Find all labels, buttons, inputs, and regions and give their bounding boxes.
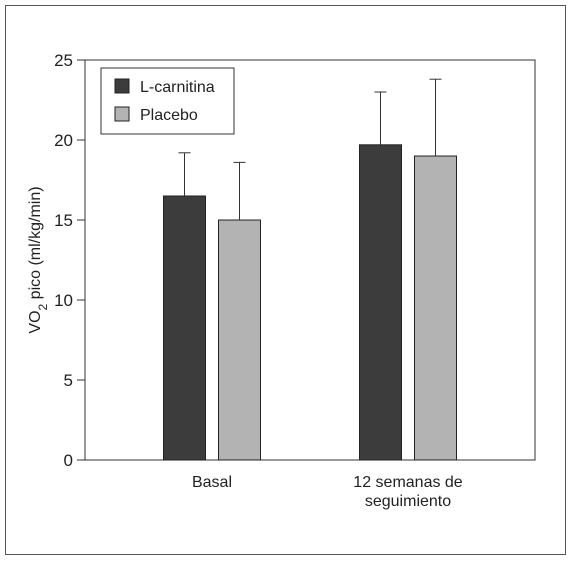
y-tick-label-0: 0 (64, 451, 73, 470)
legend-swatch-placebo (114, 106, 130, 122)
y-axis-title: VO2 pico (ml/kg/min) (27, 186, 50, 333)
x-category-label-0: Basal (192, 474, 232, 491)
y-tick-label-20: 20 (54, 131, 73, 150)
legend-swatch-l-carnitina (114, 78, 130, 94)
legend-box (100, 67, 235, 135)
legend: L-carnitina Placebo (100, 67, 235, 135)
y-axis: 0 5 10 15 20 25 (54, 51, 85, 470)
bar-placebo-1 (414, 155, 457, 461)
legend-label-l-carnitina: L-carnitina (140, 79, 215, 96)
x-category-label-1: 12 semanas de seguimiento (353, 474, 463, 510)
legend-label-placebo: Placebo (140, 107, 198, 124)
bar-l-carnitina-0 (163, 195, 206, 461)
bar-l-carnitina-1 (359, 144, 402, 461)
x-axis-labels: Basal 12 semanas de seguimiento (192, 474, 463, 510)
y-tick-label-5: 5 (64, 371, 73, 390)
y-tick-label-15: 15 (54, 211, 73, 230)
y-tick-label-25: 25 (54, 51, 73, 70)
error-bars-group (178, 78, 442, 220)
bar-placebo-0 (218, 219, 261, 461)
y-tick-label-10: 10 (54, 291, 73, 310)
